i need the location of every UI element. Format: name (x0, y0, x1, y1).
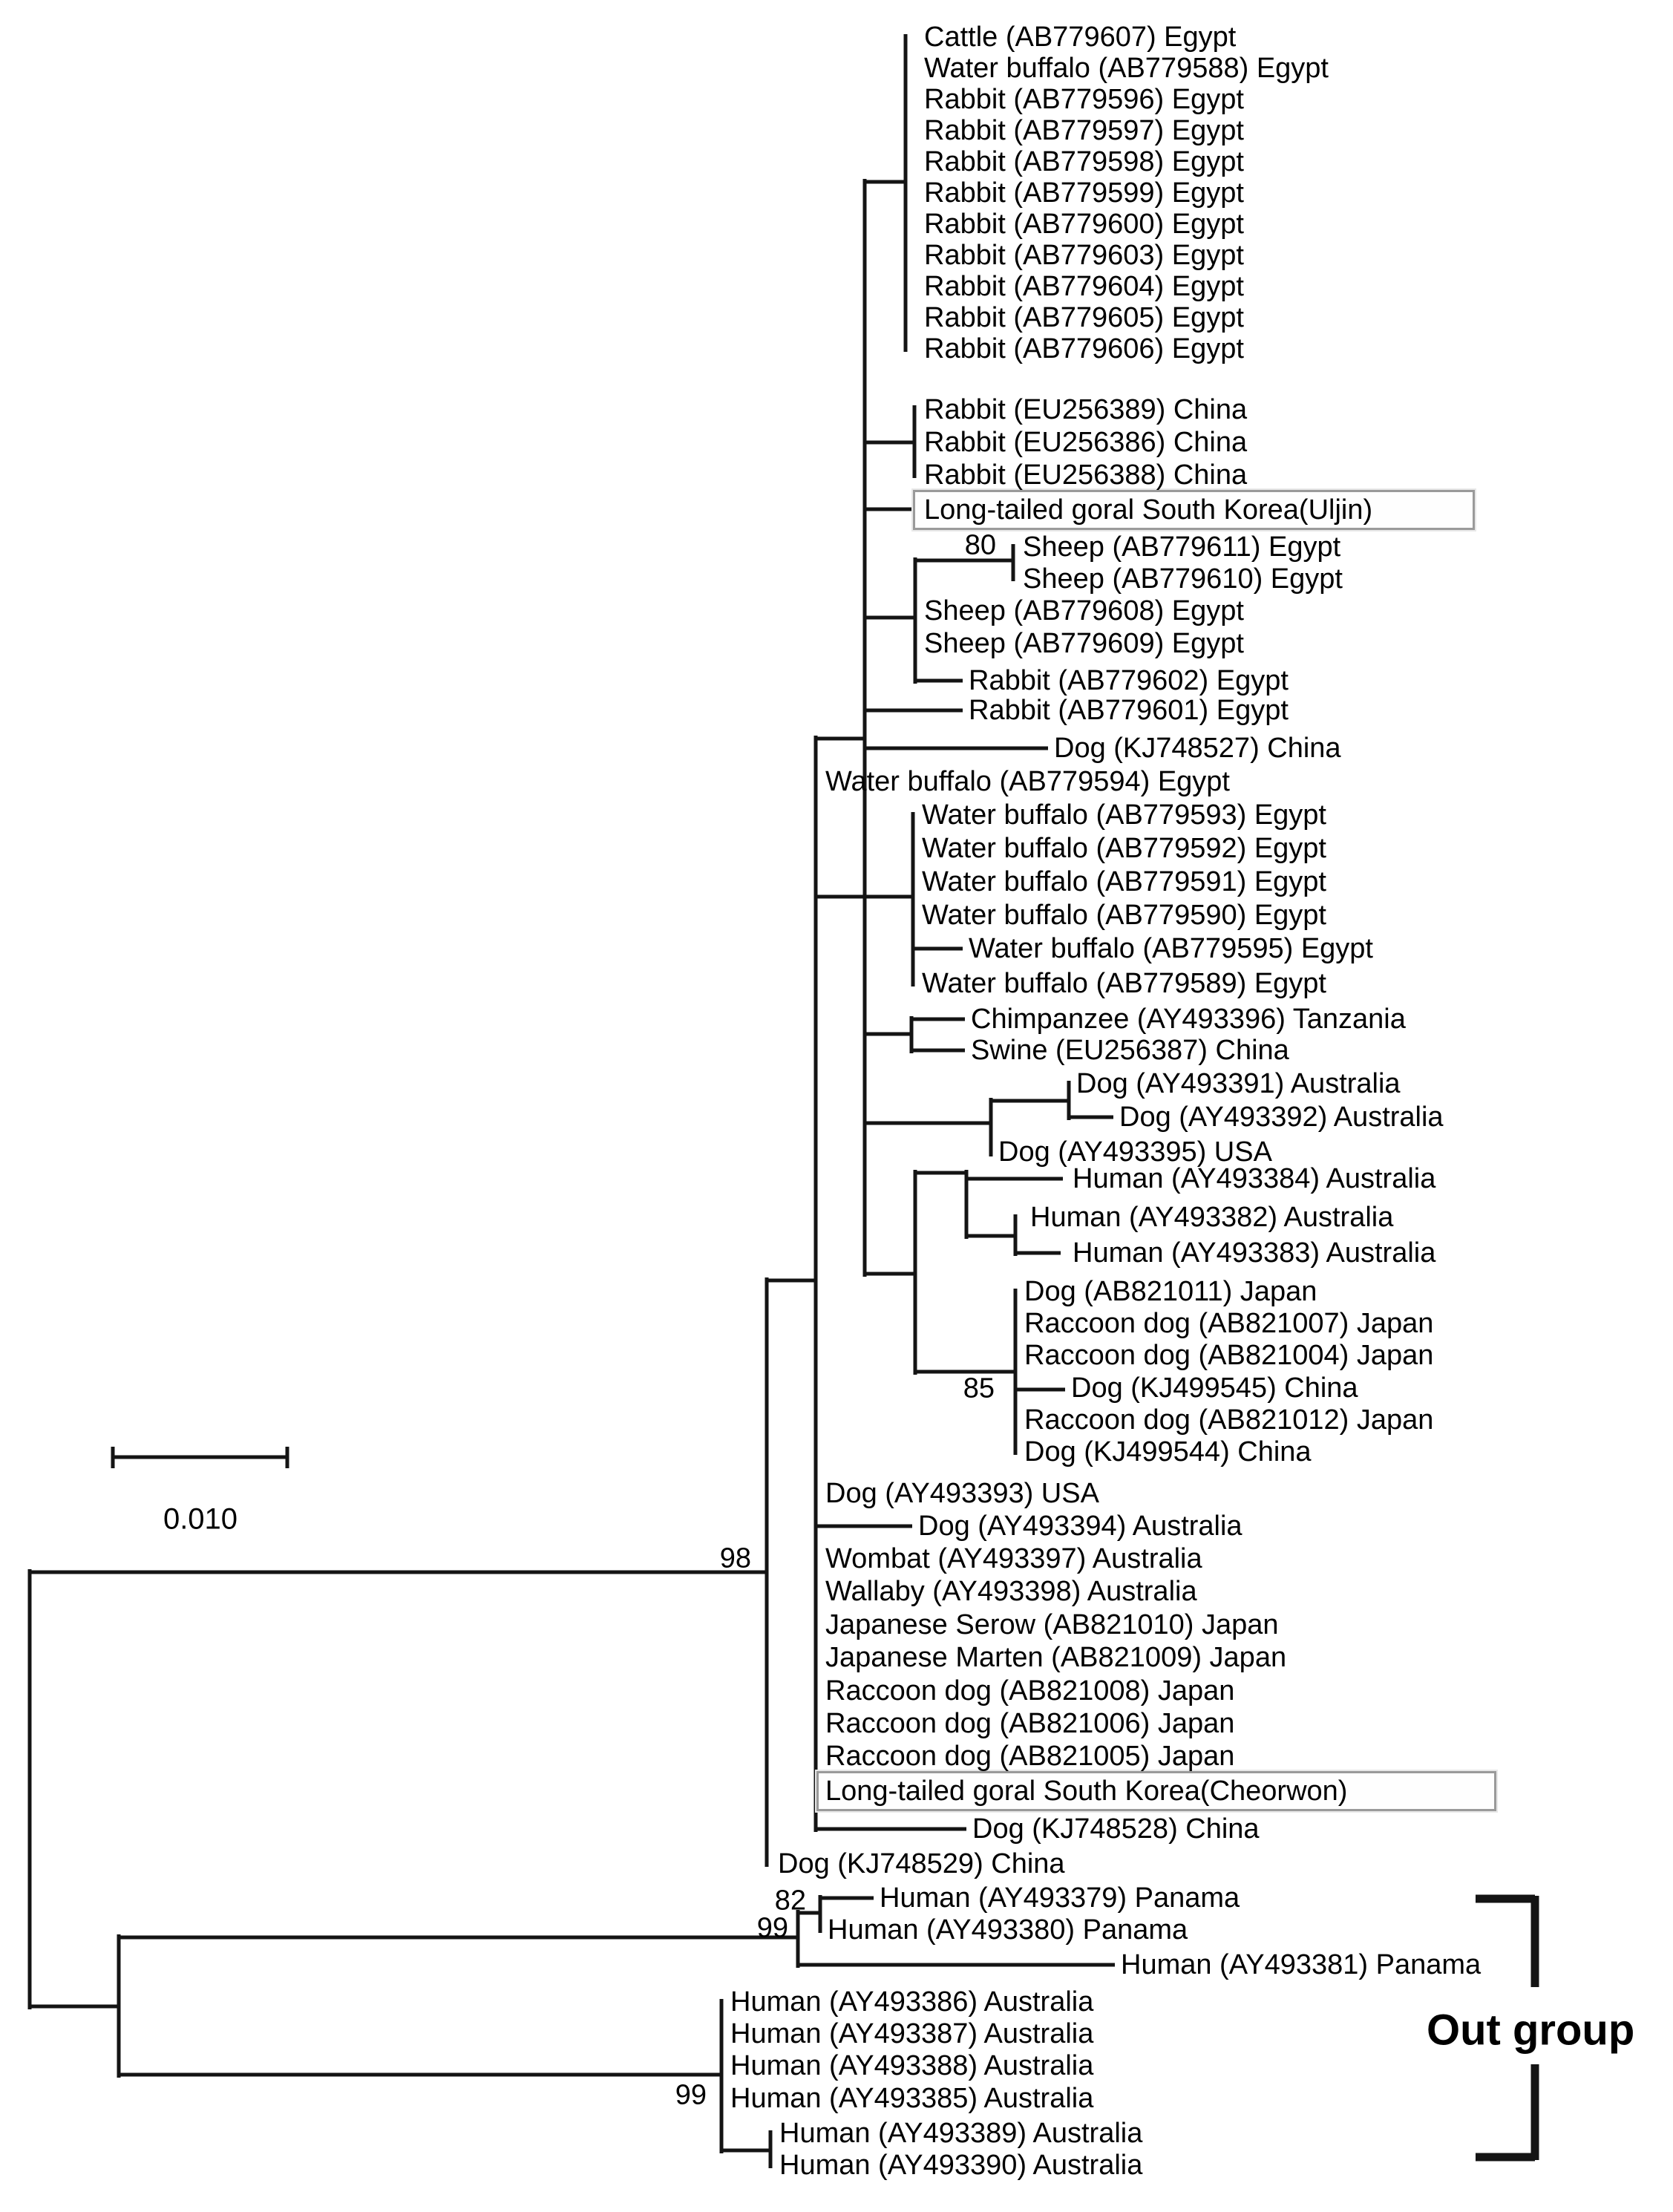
bootstrap-value: 80 (964, 529, 996, 561)
taxon-label: Raccoon dog (AB821006) Japan (825, 1708, 1235, 1739)
taxon-label: Sheep (AB779608) Egypt (924, 595, 1244, 626)
taxon-label: Human (AY493386) Australia (730, 1986, 1094, 2018)
taxon-label: Dog (AY493394) Australia (918, 1511, 1243, 1542)
taxon-label: Rabbit (AB779606) Egypt (924, 333, 1244, 364)
taxon-label: Water buffalo (AB779590) Egypt (922, 900, 1326, 931)
taxon-label: Water buffalo (AB779588) Egypt (924, 53, 1329, 84)
bootstrap-value: 98 (719, 1542, 751, 1574)
taxon-label: Rabbit (EU256388) China (924, 459, 1248, 491)
taxon-label: Rabbit (AB779603) Egypt (924, 240, 1244, 271)
taxon-label: Dog (AY493392) Australia (1119, 1102, 1444, 1133)
taxon-label: Rabbit (AB779602) Egypt (969, 665, 1289, 696)
taxon-label: Rabbit (AB779605) Egypt (924, 302, 1244, 333)
taxon-label: Water buffalo (AB779593) Egypt (922, 799, 1326, 831)
bootstrap-value: 99 (756, 1912, 788, 1944)
goral-highlight-box (913, 490, 1475, 530)
taxon-label: Rabbit (EU256389) China (924, 394, 1248, 425)
taxon-label: Japanese Marten (AB821009) Japan (825, 1642, 1287, 1673)
taxon-label: Swine (EU256387) China (971, 1035, 1289, 1066)
taxon-label: Human (AY493383) Australia (1073, 1237, 1436, 1269)
taxon-label: Human (AY493381) Panama (1121, 1949, 1482, 1980)
taxon-label: Rabbit (EU256386) China (924, 427, 1248, 458)
taxon-label: Dog (KJ748527) China (1054, 733, 1341, 764)
taxon-label: Water buffalo (AB779595) Egypt (969, 933, 1373, 964)
taxon-label: Rabbit (AB779597) Egypt (924, 115, 1244, 146)
taxon-label: Rabbit (AB779601) Egypt (969, 695, 1289, 726)
taxon-label: Human (AY493388) Australia (730, 2050, 1094, 2081)
bootstrap-value: 99 (675, 2079, 707, 2111)
taxon-label: Cattle (AB779607) Egypt (924, 22, 1237, 53)
bootstrap-value: 82 (774, 1885, 806, 1917)
taxon-label: Dog (AB821011) Japan (1024, 1276, 1317, 1307)
taxon-label: Dog (AY493393) USA (825, 1478, 1099, 1509)
taxon-label: Water buffalo (AB779594) Egypt (825, 766, 1230, 797)
taxon-label: Dog (AY493391) Australia (1076, 1068, 1401, 1099)
taxon-label: Human (AY493385) Australia (730, 2083, 1094, 2114)
taxon-label: Human (AY493387) Australia (730, 2018, 1094, 2049)
taxon-label: Wallaby (AY493398) Australia (825, 1576, 1197, 1607)
taxon-label: Sheep (AB779611) Egypt (1023, 531, 1341, 563)
taxon-label: Water buffalo (AB779592) Egypt (922, 833, 1326, 864)
taxon-label: Water buffalo (AB779591) Egypt (922, 866, 1326, 897)
taxon-label: Dog (KJ499545) China (1071, 1372, 1358, 1404)
taxon-label: Japanese Serow (AB821010) Japan (825, 1609, 1279, 1640)
taxon-label: Long-tailed goral South Korea(Cheorwon) (825, 1776, 1348, 1807)
taxon-label: Rabbit (AB779599) Egypt (924, 177, 1244, 209)
taxon-label: Rabbit (AB779600) Egypt (924, 209, 1244, 240)
outgroup-label: Out group (1427, 2006, 1635, 2055)
taxon-label: Human (AY493379) Panama (880, 1882, 1240, 1914)
taxon-label: Raccoon dog (AB821004) Japan (1024, 1340, 1434, 1371)
taxon-label: Raccoon dog (AB821005) Japan (825, 1741, 1235, 1772)
taxon-label: Human (AY493380) Panama (828, 1914, 1188, 1946)
bootstrap-value: 85 (963, 1372, 995, 1404)
taxon-label: Rabbit (AB779604) Egypt (924, 271, 1244, 302)
taxon-label: Wombat (AY493397) Australia (825, 1543, 1202, 1574)
taxon-label: Rabbit (AB779598) Egypt (924, 146, 1244, 177)
taxon-label: Raccoon dog (AB821007) Japan (1024, 1308, 1434, 1339)
taxon-label: Raccoon dog (AB821008) Japan (825, 1675, 1235, 1707)
taxon-label: Human (AY493384) Australia (1073, 1163, 1436, 1194)
taxon-label: Dog (KJ499544) China (1024, 1436, 1312, 1467)
taxon-label: Dog (KJ748528) China (972, 1813, 1260, 1845)
taxon-label: Dog (KJ748529) China (778, 1848, 1065, 1879)
goral-highlight-box (816, 1771, 1496, 1811)
taxon-label: Sheep (AB779610) Egypt (1023, 563, 1343, 595)
taxon-label: Human (AY493390) Australia (779, 2150, 1143, 2181)
taxon-label: Dog (AY493395) USA (998, 1136, 1272, 1168)
taxon-label: Chimpanzee (AY493396) Tanzania (971, 1004, 1406, 1035)
taxon-label: Sheep (AB779609) Egypt (924, 628, 1244, 659)
scale-bar-label: 0.010 (163, 1502, 238, 1536)
taxon-label: Human (AY493389) Australia (779, 2118, 1143, 2149)
taxon-label: Long-tailed goral South Korea(Uljin) (924, 494, 1373, 526)
taxon-label: Water buffalo (AB779589) Egypt (922, 968, 1326, 999)
taxon-label: Raccoon dog (AB821012) Japan (1024, 1404, 1434, 1436)
taxon-label: Rabbit (AB779596) Egypt (924, 84, 1244, 115)
taxon-label: Human (AY493382) Australia (1030, 1202, 1394, 1233)
